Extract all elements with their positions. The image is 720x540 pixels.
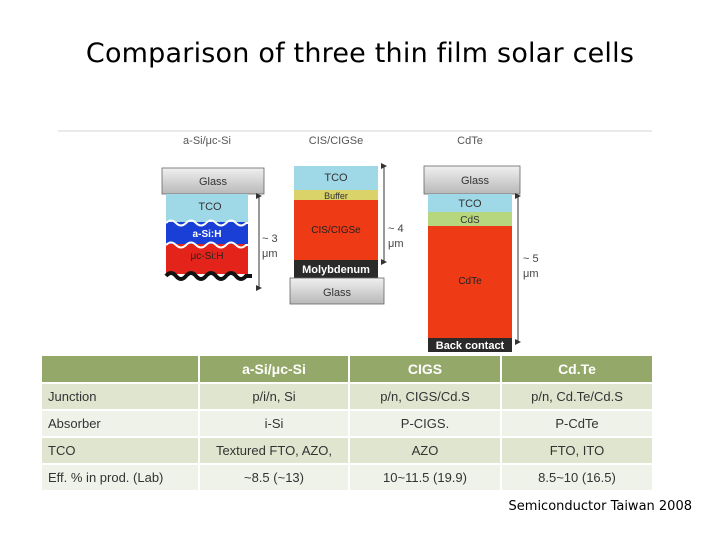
table-cell: P-CIGS. xyxy=(349,409,502,437)
cdte-glass-layer xyxy=(423,165,521,195)
asi-ucsih-label: μc-Si:H xyxy=(191,251,224,262)
cdte-thickness-value: ~ 5 xyxy=(523,253,539,265)
table-cell: TCO xyxy=(42,436,200,464)
cigs-tco-layer xyxy=(294,166,378,190)
table-row: TCO Textured FTO, AZO, AZO FTO, ITO xyxy=(42,436,652,464)
table-cell: Junction xyxy=(42,382,200,410)
asi-glass-label: Glass xyxy=(199,176,228,188)
asi-texture-wave-1 xyxy=(165,219,252,227)
cigs-moly-label: Molybdenum xyxy=(302,264,370,276)
table-row: Junction p/i/n, Si p/n, CIGS/Cd.S p/n, C… xyxy=(42,382,652,410)
cdte-back-contact-label: Back contact xyxy=(436,340,505,352)
cigs-absorber-layer xyxy=(294,200,378,260)
asi-stack: Glass TCO a-Si:H μc-Si:H ~ 3 μm xyxy=(161,167,278,291)
table-cell: 8.5~10 (16.5) xyxy=(501,463,652,490)
cdte-back-contact-layer xyxy=(428,338,512,352)
cigs-absorber-label: CIS/CIGSe xyxy=(311,225,361,236)
table-row: Eff. % in prod. (Lab) ~8.5 (~13) 10~11.5… xyxy=(42,463,652,490)
table-cell: p/n, CIGS/Cd.S xyxy=(349,382,502,410)
table-header-row: a-Si/μc-Si CIGS Cd.Te xyxy=(42,356,652,383)
cdte-cds-label: CdS xyxy=(460,215,480,226)
comparison-table: a-Si/μc-Si CIGS Cd.Te Junction p/i/n, Si… xyxy=(42,356,652,490)
table-cell: Eff. % in prod. (Lab) xyxy=(42,463,200,490)
cigs-glass-layer xyxy=(289,277,385,305)
asi-tco-layer xyxy=(166,194,248,224)
table-header-cell: CIGS xyxy=(349,356,502,383)
table-cell: p/n, Cd.Te/Cd.S xyxy=(501,382,652,410)
cdte-stack: Glass TCO CdS CdTe Back contact ~ 5 μm xyxy=(423,165,539,352)
cdte-absorber-label: CdTe xyxy=(458,276,482,287)
table-cell: p/i/n, Si xyxy=(199,382,350,410)
asi-ucsih-layer xyxy=(166,244,248,274)
cigs-thickness-unit: μm xyxy=(388,238,404,250)
cigs-moly-layer xyxy=(294,260,378,278)
asi-thickness-value: ~ 3 xyxy=(262,233,278,245)
source-credit: Semiconductor Taiwan 2008 xyxy=(508,499,692,514)
table-cell: P-CdTe xyxy=(501,409,652,437)
cdte-tco-layer xyxy=(428,194,512,212)
cigs-thickness-value: ~ 4 xyxy=(388,223,404,235)
table-row: Absorber i-Si P-CIGS. P-CdTe xyxy=(42,409,652,437)
cdte-tco-label: TCO xyxy=(458,198,482,210)
table-cell: i-Si xyxy=(199,409,350,437)
table-cell: FTO, ITO xyxy=(501,436,652,464)
asi-asih-layer xyxy=(166,222,248,244)
asi-glass-layer xyxy=(161,167,265,195)
table-cell: 10~11.5 (19.9) xyxy=(349,463,502,490)
solar-cell-diagram: a-Si/μc-Si CIS/CIGSe CdTe Glass TCO a-Si… xyxy=(58,130,652,352)
table-header-cell xyxy=(42,356,200,383)
cdte-thickness-unit: μm xyxy=(523,268,539,280)
cdte-cds-layer xyxy=(428,212,512,226)
table-cell: Textured FTO, AZO, xyxy=(199,436,350,464)
asi-back-contact xyxy=(164,271,252,281)
asi-tco-label: TCO xyxy=(198,201,222,213)
cigs-glass-label: Glass xyxy=(323,287,352,299)
cigs-buffer-layer xyxy=(294,190,378,200)
slide-title: Comparison of three thin film solar cell… xyxy=(85,38,635,69)
cdte-glass-label: Glass xyxy=(461,175,490,187)
table-header-cell: a-Si/μc-Si xyxy=(199,356,350,383)
table-header-cell: Cd.Te xyxy=(501,356,652,383)
cigs-buffer-label: Buffer xyxy=(324,191,348,201)
asi-thickness-unit: μm xyxy=(262,248,278,260)
cigs-tco-label: TCO xyxy=(324,172,348,184)
table-cell: AZO xyxy=(349,436,502,464)
asi-header: a-Si/μc-Si xyxy=(183,135,231,147)
cdte-header: CdTe xyxy=(457,135,483,147)
cdte-absorber-layer xyxy=(428,226,512,338)
cigs-stack: TCO Buffer CIS/CIGSe Molybdenum Glass ~ … xyxy=(289,163,404,305)
table-cell: Absorber xyxy=(42,409,200,437)
cigs-header: CIS/CIGSe xyxy=(309,135,363,147)
table-cell: ~8.5 (~13) xyxy=(199,463,350,490)
asi-texture-wave-2 xyxy=(165,241,252,249)
asi-asih-label: a-Si:H xyxy=(193,229,222,240)
